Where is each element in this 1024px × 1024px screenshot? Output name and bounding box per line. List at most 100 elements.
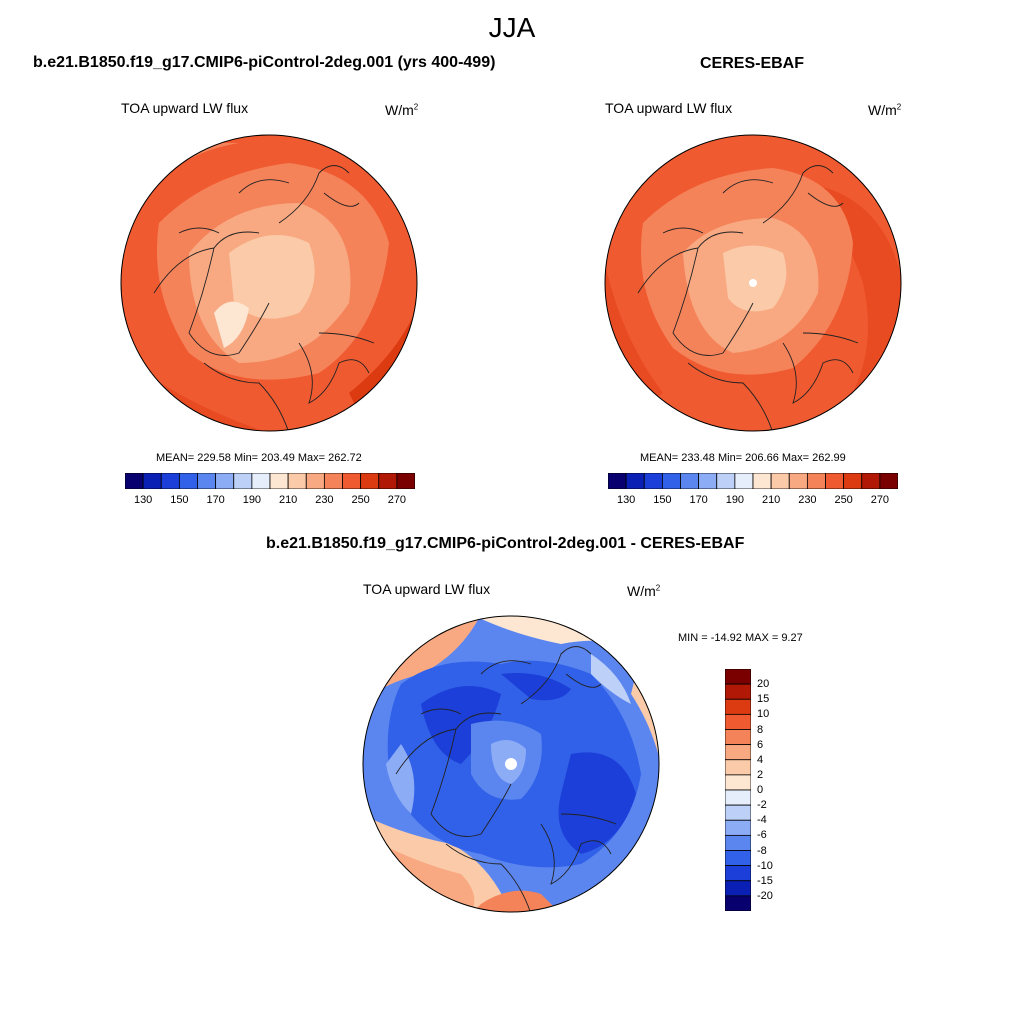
colorbar-tick-label: 270 xyxy=(870,494,890,506)
colorbar-swatch xyxy=(360,473,380,489)
colorbar-swatch xyxy=(806,473,826,489)
colorbar-swatch xyxy=(643,473,663,489)
colorbar-swatch xyxy=(752,473,772,489)
colorbar-tick-label: -10 xyxy=(757,859,773,872)
colorbar-tick-label: 170 xyxy=(206,494,225,506)
colorbar-swatch xyxy=(725,729,751,746)
colorbar-tick-label: 250 xyxy=(351,494,370,506)
colorbar-swatch xyxy=(725,744,751,761)
panel-1-variable: TOA upward LW flux xyxy=(121,100,249,116)
colorbar-tick-label: -8 xyxy=(757,844,767,857)
colorbar-swatch xyxy=(698,473,718,489)
colorbar-tick-label: 130 xyxy=(616,494,636,506)
colorbar-tick-label: 10 xyxy=(757,708,770,721)
panel-1-units: W/m2 xyxy=(385,102,419,118)
panel-3-units: W/m2 xyxy=(627,583,661,599)
colorbar-swatch xyxy=(396,473,415,489)
colorbar-swatch xyxy=(725,880,751,897)
colorbar-swatch xyxy=(725,789,751,806)
colorbar-swatch xyxy=(269,473,289,489)
panel-3-colorbar xyxy=(725,669,751,911)
colorbar-swatch xyxy=(287,473,307,489)
colorbar-swatch xyxy=(725,759,751,776)
colorbar-swatch xyxy=(661,473,681,489)
colorbar-swatch xyxy=(725,865,751,882)
colorbar-swatch xyxy=(861,473,881,489)
panel-1-title: b.e21.B1850.f19_g17.CMIP6-piControl-2deg… xyxy=(33,54,496,71)
colorbar-tick-label: 270 xyxy=(387,494,407,506)
colorbar-tick-label: 190 xyxy=(725,494,745,506)
panel-1-stats: MEAN= 229.58 Min= 203.49 Max= 262.72 xyxy=(156,452,362,464)
panel-2-variable: TOA upward LW flux xyxy=(605,100,733,116)
colorbar-tick-label: -2 xyxy=(757,799,767,812)
colorbar-tick-label: 15 xyxy=(757,693,770,706)
colorbar-swatch xyxy=(725,895,751,911)
colorbar-swatch xyxy=(725,819,751,836)
panel-3-colorbar-ticks: 20 15 10 8 6 4 2 0 -2 -4 -6 -8 -10 -15 -20 xyxy=(757,669,797,911)
colorbar-swatch xyxy=(323,473,343,489)
panel-2-colorbar xyxy=(608,473,898,489)
colorbar-tick-label: 4 xyxy=(757,753,764,766)
colorbar-tick-label: 150 xyxy=(170,494,189,506)
panel-3-stats: MIN = -14.92 MAX = 9.27 xyxy=(678,632,803,644)
colorbar-swatch xyxy=(725,774,751,791)
panel-1-colorbar xyxy=(125,473,415,489)
panel-2-colorbar-ticks: 130 150 170 190 210 230 250 270 xyxy=(608,494,898,508)
colorbar-swatch xyxy=(725,713,751,730)
colorbar-swatch xyxy=(843,473,863,489)
colorbar-swatch xyxy=(251,473,271,489)
panel-2-map xyxy=(604,134,902,432)
colorbar-tick-label: 130 xyxy=(133,494,153,506)
colorbar-tick-label: 150 xyxy=(653,494,672,506)
colorbar-swatch xyxy=(233,473,253,489)
colorbar-swatch xyxy=(342,473,362,489)
colorbar-swatch xyxy=(788,473,808,489)
panel-1-map xyxy=(120,134,418,432)
colorbar-swatch xyxy=(378,473,398,489)
colorbar-tick-label: 210 xyxy=(278,494,298,506)
colorbar-swatch xyxy=(716,473,736,489)
colorbar-tick-label: -4 xyxy=(757,814,767,827)
colorbar-tick-label: 230 xyxy=(315,494,334,506)
colorbar-tick-label: 20 xyxy=(757,678,770,691)
colorbar-swatch xyxy=(197,473,217,489)
colorbar-swatch xyxy=(770,473,790,489)
panel-3-variable: TOA upward LW flux xyxy=(363,581,491,597)
panel-2-stats: MEAN= 233.48 Min= 206.66 Max= 262.99 xyxy=(640,452,846,464)
colorbar-tick-label: 170 xyxy=(689,494,708,506)
colorbar-swatch xyxy=(142,473,162,489)
colorbar-swatch xyxy=(305,473,325,489)
colorbar-swatch xyxy=(879,473,898,489)
colorbar-tick-label: 210 xyxy=(761,494,781,506)
panel-2-title: CERES-EBAF xyxy=(700,55,805,72)
colorbar-tick-label: 0 xyxy=(757,784,764,796)
season-title: JJA xyxy=(488,12,536,43)
colorbar-swatch xyxy=(725,669,751,685)
colorbar-swatch xyxy=(725,834,751,851)
colorbar-swatch xyxy=(160,473,180,489)
colorbar-tick-label: 8 xyxy=(757,723,764,736)
colorbar-swatch xyxy=(725,698,751,715)
colorbar-swatch xyxy=(215,473,235,489)
colorbar-swatch xyxy=(825,473,845,489)
colorbar-swatch xyxy=(680,473,700,489)
colorbar-tick-label: -20 xyxy=(757,889,773,902)
colorbar-tick-label: -6 xyxy=(757,829,767,842)
colorbar-tick-label: 230 xyxy=(798,494,817,506)
colorbar-swatch xyxy=(734,473,754,489)
panel-3-map xyxy=(362,615,660,913)
colorbar-swatch xyxy=(608,473,627,489)
colorbar-swatch xyxy=(625,473,645,489)
panel-2-units: W/m2 xyxy=(868,102,902,118)
colorbar-tick-label: 2 xyxy=(757,768,764,781)
panel-1-colorbar-ticks: 130 150 170 190 210 230 250 270 xyxy=(125,494,415,508)
colorbar-tick-label: 250 xyxy=(834,494,853,506)
panel-3-title: b.e21.B1850.f19_g17.CMIP6-piControl-2deg… xyxy=(266,535,745,552)
colorbar-swatch xyxy=(725,850,751,867)
colorbar-tick-label: -15 xyxy=(757,874,773,887)
colorbar-tick-label: 6 xyxy=(757,738,764,751)
colorbar-swatch xyxy=(725,804,751,821)
colorbar-swatch xyxy=(178,473,198,489)
colorbar-swatch xyxy=(725,683,751,700)
colorbar-swatch xyxy=(125,473,144,489)
